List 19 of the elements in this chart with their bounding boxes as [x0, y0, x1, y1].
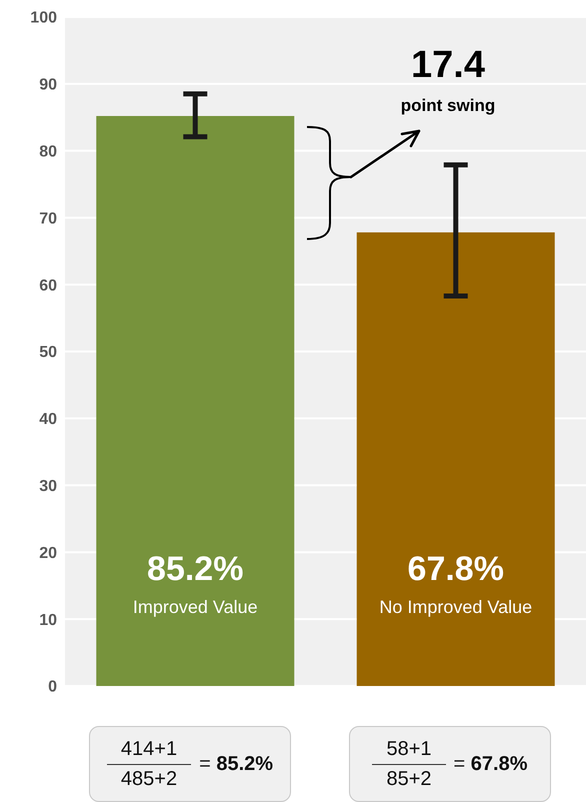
- y-tick-label: 80: [39, 143, 58, 160]
- y-tick-label: 50: [39, 344, 58, 362]
- y-tick-label: 20: [39, 544, 58, 562]
- annotation: 17.4: [410, 44, 486, 87]
- data-label: 67.8%: [408, 550, 504, 588]
- y-tick-label: 60: [39, 277, 58, 294]
- data-label: 85.2%: [147, 550, 244, 588]
- formula-box: 58+1 85+2 = 67.8%: [349, 726, 551, 802]
- y-tick-label: 0: [48, 678, 58, 696]
- y-tick-label: 40: [39, 411, 58, 428]
- y-tick-label: 10: [39, 612, 58, 629]
- formula-box: 414+1 485+2 = 85.2%: [89, 726, 291, 802]
- x-tick-label: Improved Value: [132, 597, 258, 617]
- y-tick-label: 30: [39, 478, 58, 495]
- y-tick-label: 70: [39, 210, 58, 228]
- annotation: point swing: [400, 96, 496, 116]
- y-tick-label: 100: [30, 10, 58, 27]
- x-tick-label: No Improved Value: [379, 597, 532, 617]
- y-tick-label: 90: [39, 76, 58, 94]
